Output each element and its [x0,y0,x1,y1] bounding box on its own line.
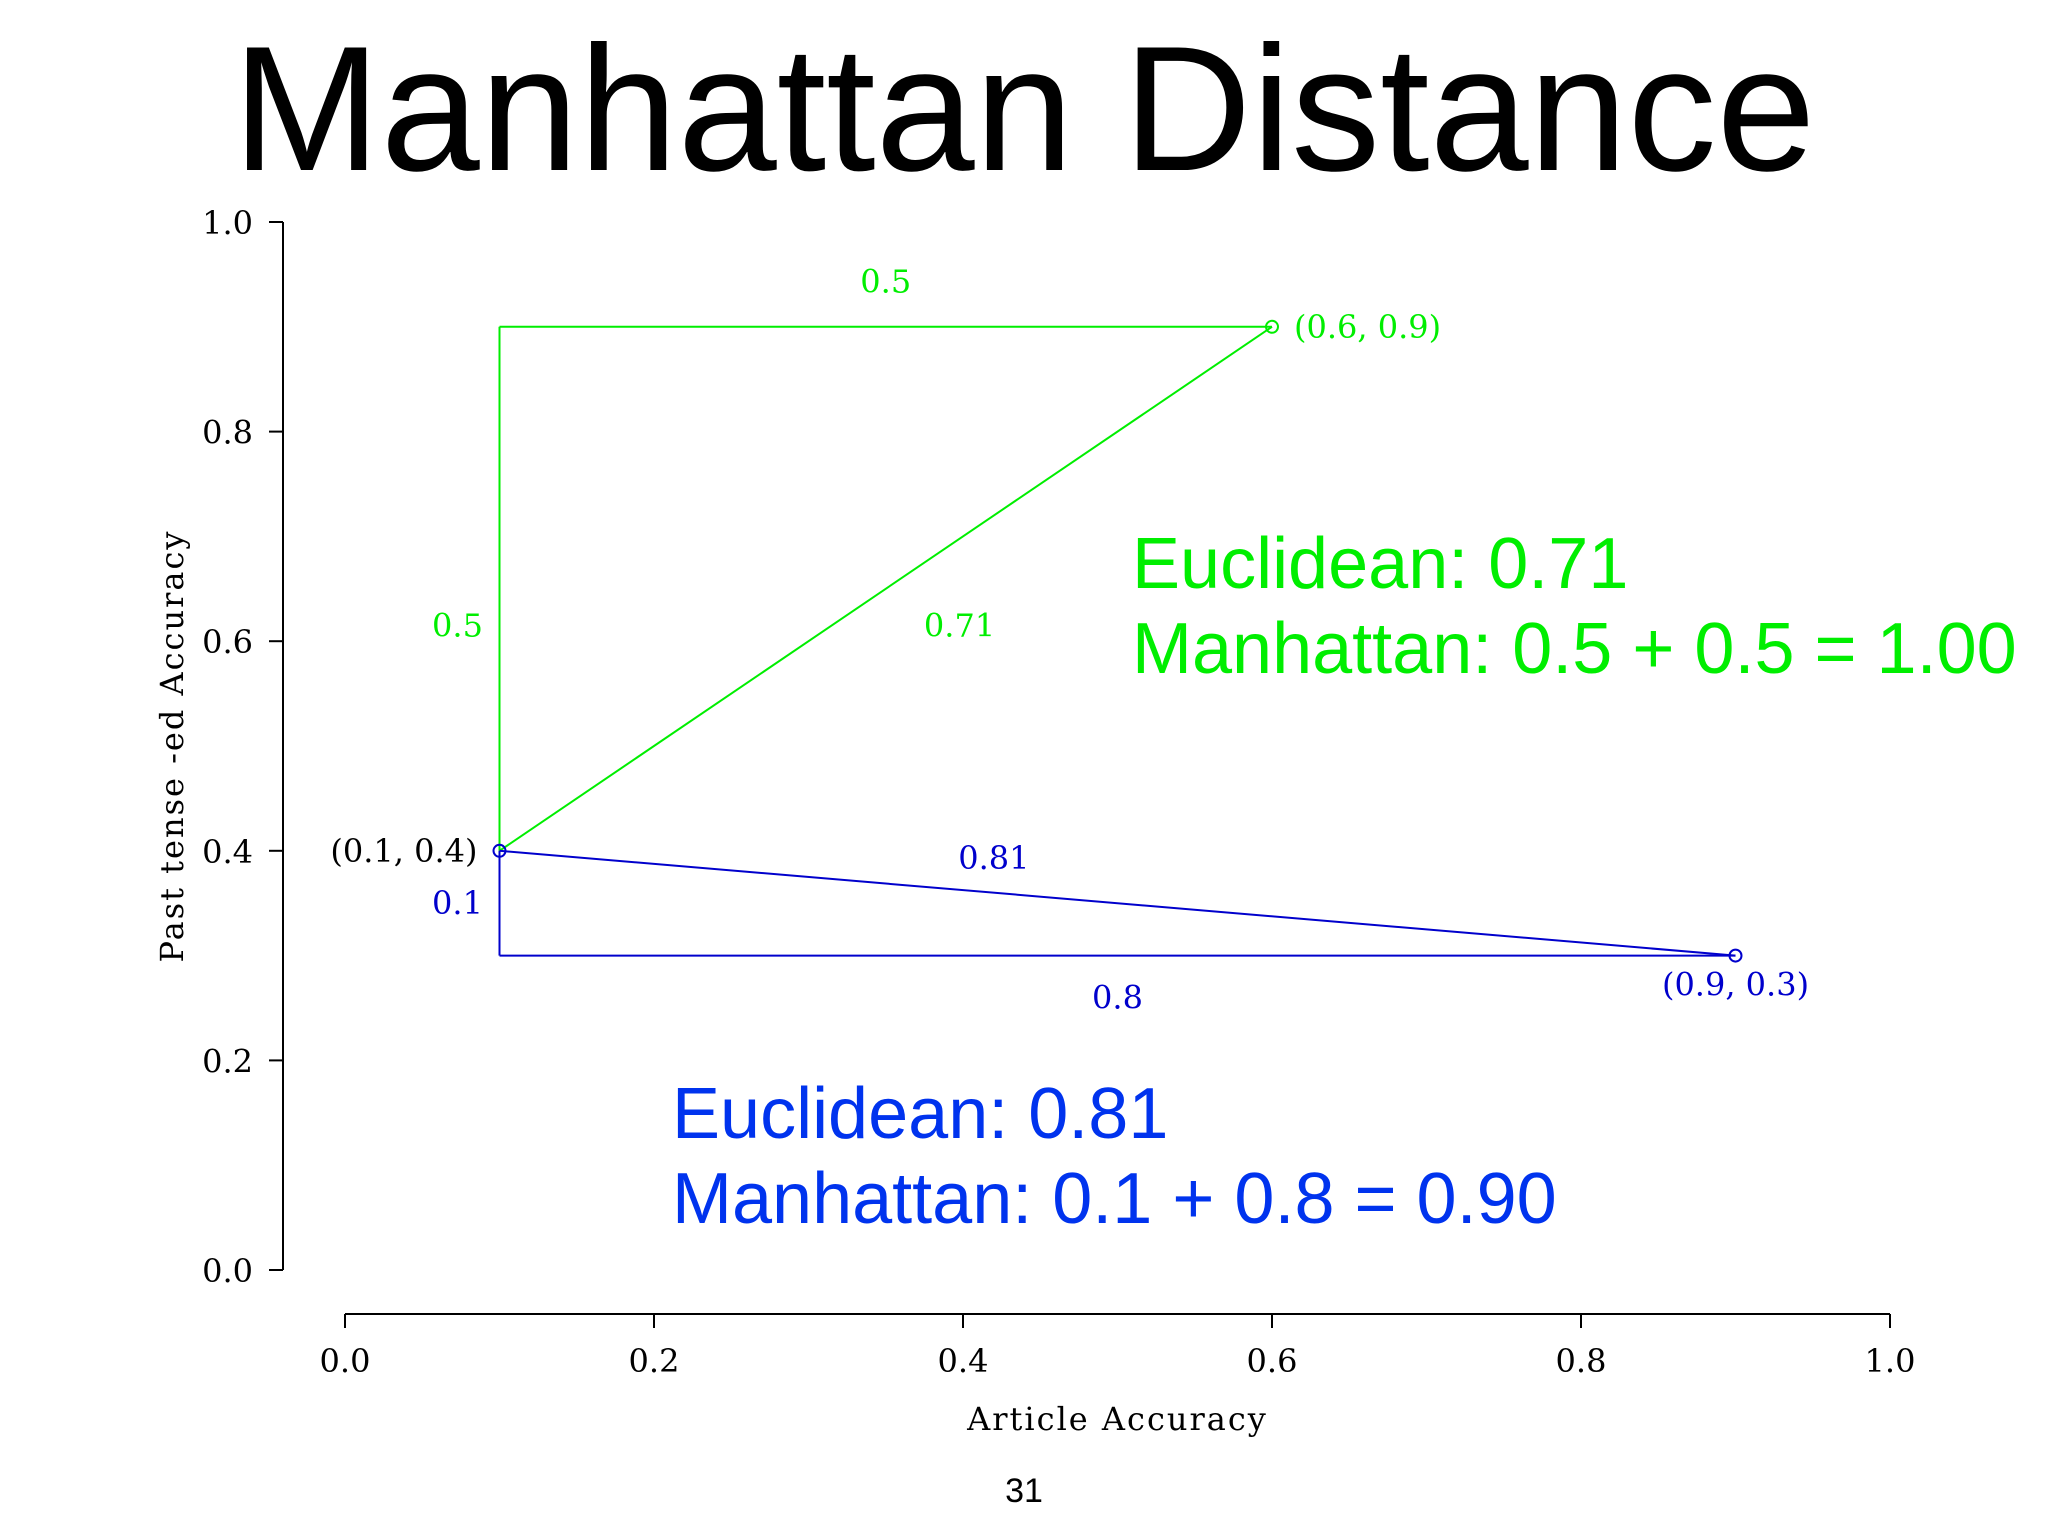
y-tick-label: 0.2 [202,1042,253,1080]
segment-label: 0.81 [958,839,1029,877]
x-axis-title: Article Accuracy [966,1400,1268,1438]
data-point [1728,948,1743,963]
x-tick-label: 0.8 [1556,1342,1607,1380]
segment-label: 0.8 [1092,979,1143,1017]
green-manhattan-text: Manhattan: 0.5 + 0.5 = 1.00 [1132,608,2017,689]
point-label: (0.6, 0.9) [1294,308,1441,346]
blue-euclidean-text: Euclidean: 0.81 [672,1074,1169,1154]
slide-number: 31 [1005,1472,1043,1510]
point-label: (0.1, 0.4) [330,832,477,870]
data-point [492,843,507,858]
slide-title: Manhattan Distance [232,9,1816,208]
distance-segment [498,325,1273,852]
y-tick-label: 1.0 [202,204,253,242]
y-tick-label: 0.4 [202,833,253,871]
segment-label: 0.1 [432,884,483,922]
x-tick-label: 0.0 [320,1342,371,1380]
x-tick-label: 0.6 [1247,1342,1298,1380]
y-axis-title: Past tense -ed Accuracy [153,530,191,963]
green-distance-note: Euclidean: 0.71 Manhattan: 0.5 + 0.5 = 1… [1132,522,2017,692]
blue-distance-note: Euclidean: 0.81 Manhattan: 0.1 + 0.8 = 0… [672,1072,1557,1242]
data-point [1265,319,1279,334]
segment-label: 0.71 [924,606,995,644]
y-tick-label: 0.8 [202,414,253,452]
blue-manhattan-text: Manhattan: 0.1 + 0.8 = 0.90 [672,1158,1557,1239]
x-tick-label: 0.2 [629,1342,680,1380]
distance-segment [499,849,1736,957]
segment-label: 0.5 [860,262,911,300]
point-label: (0.9, 0.3) [1662,966,1809,1004]
green-euclidean-text: Euclidean: 0.71 [1132,524,1629,604]
y-tick-label: 0.6 [202,623,253,661]
y-tick-label: 0.0 [202,1252,253,1290]
segment-label: 0.5 [432,606,483,644]
x-tick-label: 1.0 [1865,1342,1916,1380]
x-tick-label: 0.4 [938,1342,989,1380]
